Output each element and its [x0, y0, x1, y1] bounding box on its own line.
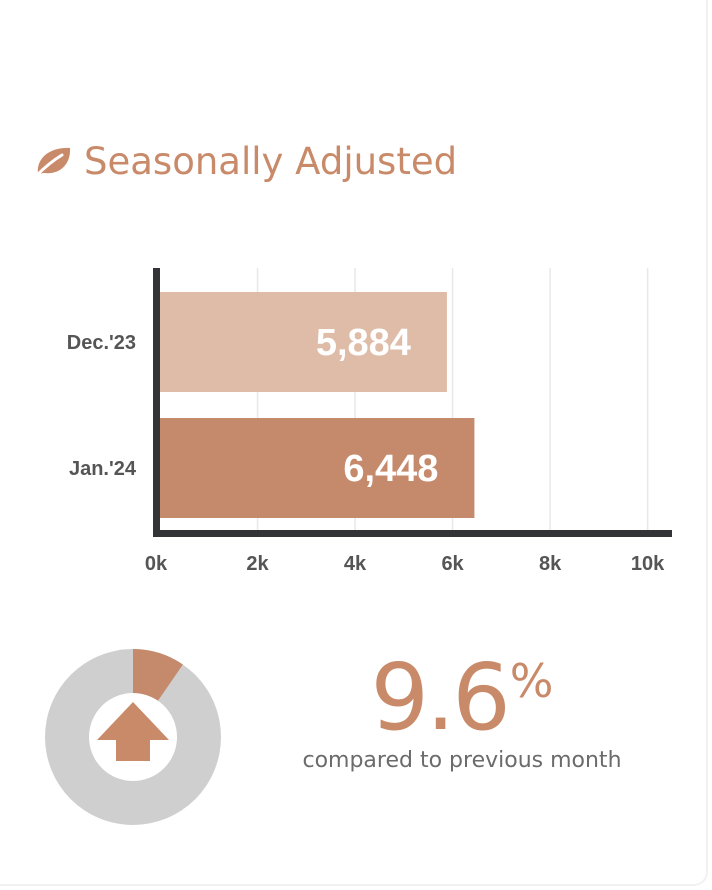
leaf-icon	[34, 147, 71, 178]
change-percentage: 9.6%	[272, 652, 652, 744]
category-label-1: Jan.'24	[69, 458, 137, 480]
bar-1	[160, 418, 475, 518]
category-label-0: Dec.'23	[67, 332, 136, 354]
x-tick-label-2: 4k	[344, 553, 367, 575]
x-tick-label-5: 10k	[631, 553, 665, 575]
change-summary: 9.6% compared to previous month	[272, 652, 652, 774]
x-tick-label-3: 6k	[441, 553, 464, 575]
card-header: Seasonally Adjusted	[32, 136, 457, 186]
x-axis-line	[153, 530, 672, 537]
page-title: Seasonally Adjusted	[84, 139, 458, 183]
bar-value-label-0: 5,884	[316, 322, 411, 364]
bar-0	[160, 292, 447, 392]
change-donut	[44, 648, 222, 826]
change-unit: %	[509, 654, 554, 708]
change-value: 9.6	[370, 644, 510, 751]
y-axis-line	[153, 268, 160, 536]
x-tick-label-4: 8k	[539, 553, 562, 575]
bar-chart: 5,884 Dec.'23 6,448 Jan.'24 0k 2k 4k 6k 8k 10k	[67, 268, 672, 575]
arrow-up-icon	[97, 702, 169, 761]
change-subtitle: compared to previous month	[302, 748, 622, 773]
x-tick-label-0: 0k	[145, 553, 168, 575]
x-tick-label-1: 2k	[246, 553, 269, 575]
bar-value-label-1: 6,448	[343, 448, 438, 490]
